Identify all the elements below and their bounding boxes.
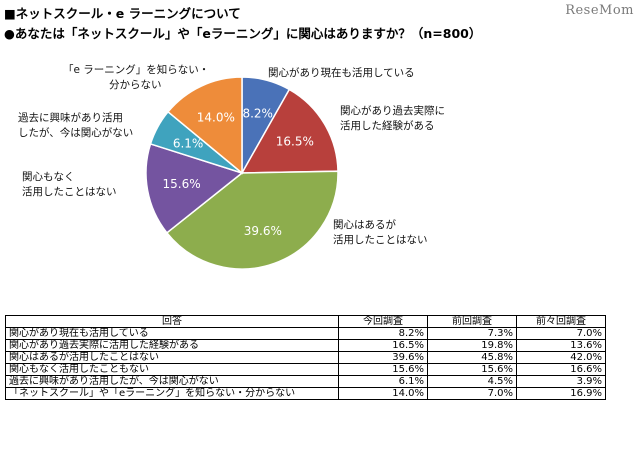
pie-value-label-no-interest: 15.6% xyxy=(163,177,201,191)
table-cell-answer: 関心があり過去実際に活用した経験がある xyxy=(5,339,339,352)
table-cell-previous: 19.8% xyxy=(427,339,517,352)
table-cell-previous: 4.5% xyxy=(427,375,517,388)
table-row: 関心はあるが活用したことはない 39.6% 45.8% 42.0% xyxy=(5,351,606,364)
slice-label-line: 関心はあるが xyxy=(333,219,396,231)
slice-label-interested-never-used: 関心はあるが 活用したことはない xyxy=(333,218,428,248)
pie-value-label-unknown: 14.0% xyxy=(197,110,235,124)
table-cell-answer: 過去に興味があり活用したが、今は関心がない xyxy=(5,375,339,388)
table-cell-answer: 関心もなく活用したこともない xyxy=(5,363,339,376)
pie-value-label-interested-never-used: 39.6% xyxy=(244,224,282,238)
table-cell-current: 16.5% xyxy=(338,339,428,352)
slice-label-line: 活用したことはない xyxy=(22,186,117,198)
slice-label-used-in-past: 関心があり過去実際に 活用した経験がある xyxy=(340,104,445,134)
slice-label-no-interest: 関心もなく 活用したことはない xyxy=(22,170,117,200)
table-cell-current: 8.2% xyxy=(338,327,428,340)
table-header-row: 回答 今回調査 前回調査 前々回調査 xyxy=(5,315,606,328)
table-cell-before-previous: 42.0% xyxy=(516,351,606,364)
survey-results-table: 回答 今回調査 前回調査 前々回調査 関心があり現在も活用している 8.2% 7… xyxy=(5,315,606,400)
slice-label-currently-using: 関心があり現在も活用している xyxy=(268,66,415,81)
column-header-before-previous: 前々回調査 xyxy=(516,315,606,328)
column-header-current: 今回調査 xyxy=(338,315,428,328)
table-row: 関心もなく活用したこともない 15.6% 15.6% 16.6% xyxy=(5,363,606,376)
pie-slice-unknown xyxy=(166,76,243,175)
pie-slice-used-in-past xyxy=(240,88,339,174)
table-row: 関心があり過去実際に活用した経験がある 16.5% 19.8% 13.6% xyxy=(5,339,606,352)
table-cell-answer: 関心があり現在も活用している xyxy=(5,327,339,340)
slice-label-line: 「e ラーニング」を知らない・ xyxy=(63,64,210,76)
slice-label-line: 活用した経験がある xyxy=(340,120,435,132)
table-cell-current: 14.0% xyxy=(338,387,428,400)
table-cell-before-previous: 13.6% xyxy=(516,339,606,352)
site-logo: ReseMom xyxy=(565,3,634,18)
table-row: 関心があり現在も活用している 8.2% 7.3% 7.0% xyxy=(5,327,606,340)
table-cell-before-previous: 16.6% xyxy=(516,363,606,376)
slice-label-line: したが、今は関心がない xyxy=(18,127,134,139)
table-cell-previous: 7.0% xyxy=(427,387,517,400)
table-cell-current: 6.1% xyxy=(338,375,428,388)
table-cell-previous: 45.8% xyxy=(427,351,517,364)
column-header-previous: 前回調査 xyxy=(427,315,517,328)
pie-value-label-lost-interest: 6.1% xyxy=(173,137,204,151)
table-cell-answer: 「ネットスクール」や「eラーニング」を知らない・分からない xyxy=(5,387,339,400)
slice-label-line: 関心もなく xyxy=(22,171,75,183)
slice-label-line: 関心があり過去実際に xyxy=(340,105,445,117)
column-header-answer: 回答 xyxy=(5,315,339,328)
pie-chart: 8.2%16.5% 39.6% 15.6% 6.1% 14.0% xyxy=(145,76,339,270)
slice-label-unknown: 「e ラーニング」を知らない・ 分からない xyxy=(63,63,209,93)
pie-slice-interested-never-used xyxy=(165,170,339,270)
table-cell-current: 39.6% xyxy=(338,351,428,364)
table-cell-before-previous: 7.0% xyxy=(516,327,606,340)
table-cell-before-previous: 16.9% xyxy=(516,387,606,400)
pie-value-label-used-in-past: 16.5% xyxy=(276,135,314,149)
table-row: 過去に興味があり活用したが、今は関心がない 6.1% 4.5% 3.9% xyxy=(5,375,606,388)
slice-label-lost-interest: 過去に興味があり活用 したが、今は関心がない xyxy=(18,111,133,141)
pie-value-label-currently-using: 8.2% xyxy=(242,107,273,121)
table-cell-previous: 7.3% xyxy=(427,327,517,340)
slice-label-line: 過去に興味があり活用 xyxy=(18,112,123,124)
table-cell-before-previous: 3.9% xyxy=(516,375,606,388)
table-cell-previous: 15.6% xyxy=(427,363,517,376)
table-cell-current: 15.6% xyxy=(338,363,428,376)
table-cell-answer: 関心はあるが活用したことはない xyxy=(5,351,339,364)
page-title: ■ネットスクール・e ラーニングについて xyxy=(4,6,241,21)
slice-label-line: 活用したことはない xyxy=(333,234,428,246)
slice-label-line: 分からない xyxy=(109,79,162,91)
slice-label-line: 関心があり現在も活用している xyxy=(268,67,415,79)
survey-question: ●あなたは「ネットスクール」や「eラーニング」に関心はありますか？（n=800） xyxy=(4,26,482,41)
table-row: 「ネットスクール」や「eラーニング」を知らない・分からない 14.0% 7.0%… xyxy=(5,387,606,400)
